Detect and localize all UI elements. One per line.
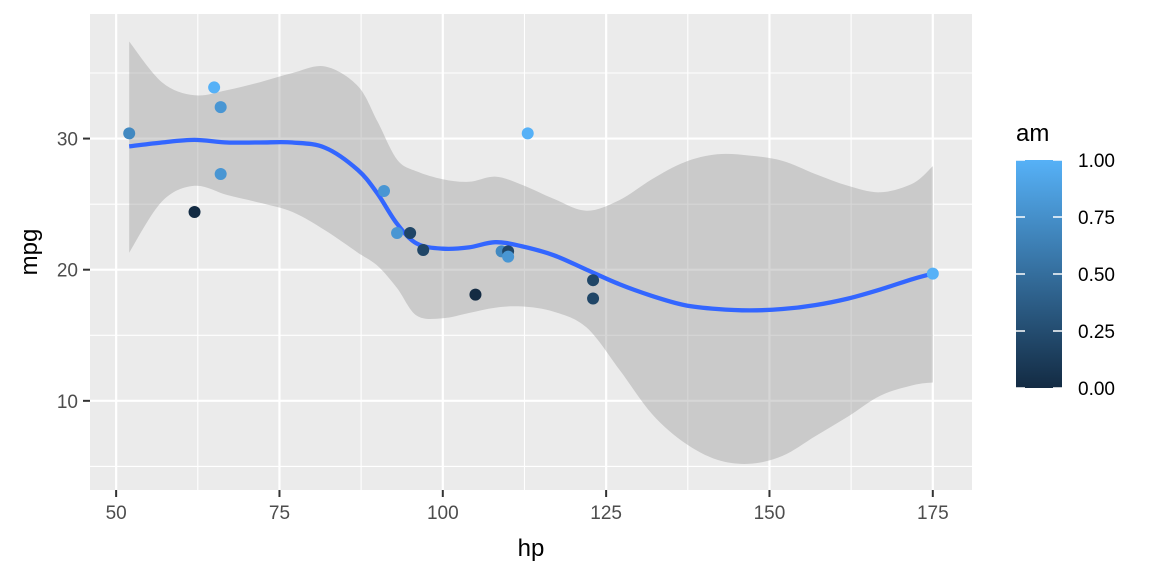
smooth-line <box>128 137 934 313</box>
major-gridlines <box>90 14 972 490</box>
legend-label: 1.00 <box>1078 151 1115 172</box>
data-point <box>188 206 201 219</box>
y-tick-label: 30 <box>57 130 78 151</box>
legend-label: 0.00 <box>1078 379 1115 400</box>
legend-label: 0.25 <box>1078 322 1115 343</box>
x-tick-label: 125 <box>590 503 622 524</box>
x-tick-label: 75 <box>269 503 290 524</box>
data-point <box>469 288 482 301</box>
data-point <box>214 167 227 180</box>
confidence-ribbon <box>129 41 933 464</box>
legend-label: 0.75 <box>1078 208 1115 229</box>
x-tick-label: 150 <box>754 503 786 524</box>
x-axis: 50 75 100 125 150 175 <box>106 490 949 524</box>
y-axis: 10 20 30 <box>57 130 90 413</box>
plot-panel <box>90 14 972 490</box>
legend-title: am <box>1016 120 1049 147</box>
data-point <box>404 226 417 239</box>
y-tick-label: 10 <box>57 392 78 413</box>
legend-ticks: 0.00 0.25 0.50 0.75 1.00 <box>1016 151 1115 400</box>
x-tick-label: 175 <box>917 503 949 524</box>
data-point <box>521 127 534 140</box>
data-point <box>926 267 939 280</box>
data-point <box>208 81 221 94</box>
x-tick-label: 100 <box>427 503 459 524</box>
y-tick-label: 20 <box>57 261 78 282</box>
data-point <box>502 250 515 263</box>
data-point <box>391 226 404 239</box>
x-tick-label: 50 <box>106 503 127 524</box>
legend-label: 0.50 <box>1078 265 1115 286</box>
data-point <box>587 274 600 287</box>
minor-gridlines <box>90 14 972 490</box>
data-point <box>587 292 600 305</box>
data-point <box>378 185 390 198</box>
y-axis-title: mpg <box>16 229 43 276</box>
data-point <box>417 244 430 257</box>
data-point <box>214 101 227 114</box>
x-axis-title: hp <box>518 535 545 562</box>
data-points <box>123 81 939 305</box>
color-legend: am 0.00 0.25 0.50 0.75 1.00 <box>1016 120 1115 400</box>
data-point <box>123 127 136 140</box>
